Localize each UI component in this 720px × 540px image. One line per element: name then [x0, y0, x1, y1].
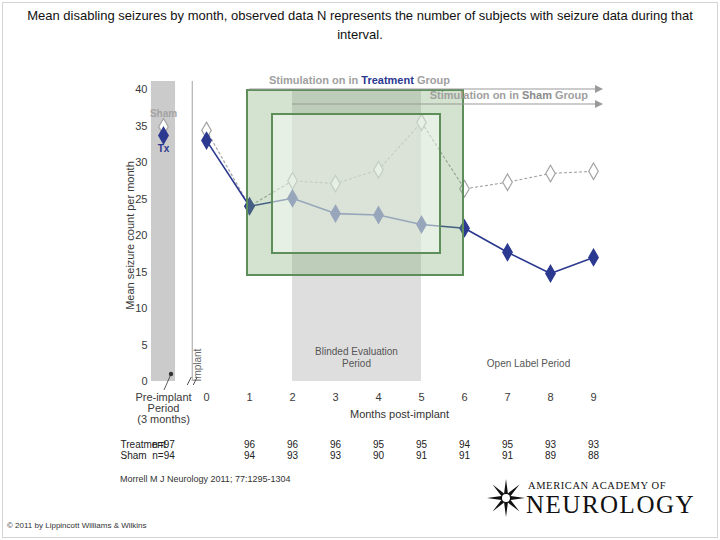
- svg-text:9: 9: [590, 391, 596, 403]
- svg-text:95: 95: [373, 439, 385, 450]
- svg-text:93: 93: [287, 450, 299, 461]
- html-text:© 2011 by Lippincott Williams: © 2011 by Lippincott Williams & Wilkins: [7, 521, 147, 530]
- svg-text:8: 8: [547, 391, 553, 403]
- svg-text:93: 93: [588, 439, 600, 450]
- svg-text:95: 95: [416, 439, 428, 450]
- svg-text:Tx: Tx: [158, 143, 170, 154]
- svg-text:0: 0: [203, 391, 209, 403]
- html-text:NEUROLOGY: NEUROLOGY: [526, 491, 695, 518]
- svg-text:0: 0: [141, 375, 147, 387]
- svg-text:Months post-implant: Months post-implant: [350, 408, 449, 420]
- svg-text:6: 6: [461, 391, 467, 403]
- svg-text:Implant: Implant: [192, 348, 203, 381]
- svg-text:90: 90: [373, 450, 385, 461]
- svg-text:96: 96: [330, 439, 342, 450]
- svg-text:93: 93: [545, 439, 557, 450]
- svg-text:30: 30: [135, 156, 147, 168]
- svg-text:88: 88: [588, 450, 600, 461]
- svg-text:5: 5: [141, 339, 147, 351]
- svg-text:4: 4: [375, 391, 381, 403]
- svg-text:7: 7: [504, 391, 510, 403]
- svg-text:96: 96: [287, 439, 299, 450]
- svg-text:40: 40: [135, 83, 147, 95]
- svg-text:91: 91: [416, 450, 428, 461]
- svg-text:2: 2: [289, 391, 295, 403]
- svg-text:35: 35: [135, 120, 147, 132]
- svg-text:15: 15: [135, 266, 147, 278]
- svg-text:1: 1: [246, 391, 252, 403]
- svg-text:Treatment: Treatment: [121, 439, 166, 450]
- html-text:AMERICAN ACADEMY OF: AMERICAN ACADEMY OF: [528, 480, 667, 491]
- svg-text:94: 94: [459, 439, 471, 450]
- svg-text:94: 94: [244, 450, 256, 461]
- svg-text:Mean seizure count per month: Mean seizure count per month: [124, 161, 136, 310]
- html-text:Mean disabling seizures by mon: Mean disabling seizures by month, observ…: [27, 8, 693, 42]
- svg-text:93: 93: [330, 450, 342, 461]
- svg-text:10: 10: [135, 302, 147, 314]
- svg-text:n=94: n=94: [152, 450, 175, 461]
- svg-text:91: 91: [459, 450, 471, 461]
- svg-text:96: 96: [244, 439, 256, 450]
- svg-text:25: 25: [135, 193, 147, 205]
- svg-text:95: 95: [502, 439, 514, 450]
- svg-text:Stimulation on in Treatment Gr: Stimulation on in Treatment Group: [269, 74, 450, 86]
- svg-text:Blinded EvaluationPeriod: Blinded EvaluationPeriod: [315, 346, 398, 369]
- svg-text:Pre-implantPeriod(3 months): Pre-implantPeriod(3 months): [135, 391, 191, 425]
- svg-text:20: 20: [135, 229, 147, 241]
- svg-text:89: 89: [545, 450, 557, 461]
- svg-text:Sham: Sham: [121, 450, 147, 461]
- svg-text:5: 5: [418, 391, 424, 403]
- svg-text:Sham: Sham: [150, 108, 177, 119]
- html-text:Morrell M J Neurology 2011; 77: Morrell M J Neurology 2011; 77:1295-1304: [120, 474, 291, 484]
- svg-text:Stimulation on in Sham Group: Stimulation on in Sham Group: [430, 89, 589, 101]
- svg-text:91: 91: [502, 450, 514, 461]
- svg-text:Open Label Period: Open Label Period: [487, 358, 570, 369]
- svg-text:3: 3: [332, 391, 338, 403]
